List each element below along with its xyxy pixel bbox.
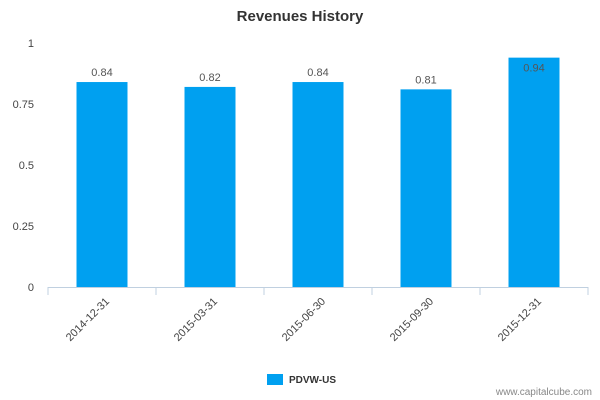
legend-swatch-pdvw-us bbox=[267, 374, 283, 385]
bar-2014-12-31 bbox=[76, 82, 128, 287]
y-axis: 0 0.25 0.5 0.75 1 bbox=[13, 38, 34, 294]
data-label: 0.84 bbox=[91, 67, 112, 79]
bar-series bbox=[76, 57, 560, 287]
y-tick-label: 0.5 bbox=[19, 160, 34, 172]
x-tick-label: 2015-09-30 bbox=[388, 296, 436, 344]
bar-2015-09-30 bbox=[400, 89, 452, 287]
data-label: 0.84 bbox=[307, 67, 328, 79]
data-labels: 0.84 0.82 0.84 0.81 0.94 bbox=[91, 63, 544, 87]
data-label: 0.82 bbox=[199, 72, 220, 84]
x-axis: 2014-12-31 2015-03-31 2015-06-30 2015-09-30… bbox=[47, 287, 589, 344]
watermark: www.capitalcube.com bbox=[495, 387, 592, 398]
legend-label-pdvw-us: PDVW-US bbox=[289, 375, 336, 386]
data-label: 0.81 bbox=[415, 74, 436, 86]
bar-2015-06-30 bbox=[292, 82, 344, 287]
x-tick-label: 2014-12-31 bbox=[64, 296, 112, 344]
bar-2015-03-31 bbox=[184, 86, 236, 287]
x-tick-label: 2015-03-31 bbox=[172, 296, 220, 344]
y-tick-label: 1 bbox=[28, 38, 34, 50]
chart-title: Revenues History bbox=[237, 8, 364, 25]
x-tick-label: 2015-06-30 bbox=[280, 296, 328, 344]
y-tick-label: 0.75 bbox=[13, 99, 34, 111]
x-tick-label: 2015-12-31 bbox=[496, 296, 544, 344]
y-tick-label: 0.25 bbox=[13, 221, 34, 233]
data-label: 0.94 bbox=[523, 63, 544, 75]
y-tick-label: 0 bbox=[28, 282, 34, 294]
bar-2015-12-31 bbox=[508, 57, 560, 287]
legend: PDVW-US bbox=[267, 374, 336, 386]
